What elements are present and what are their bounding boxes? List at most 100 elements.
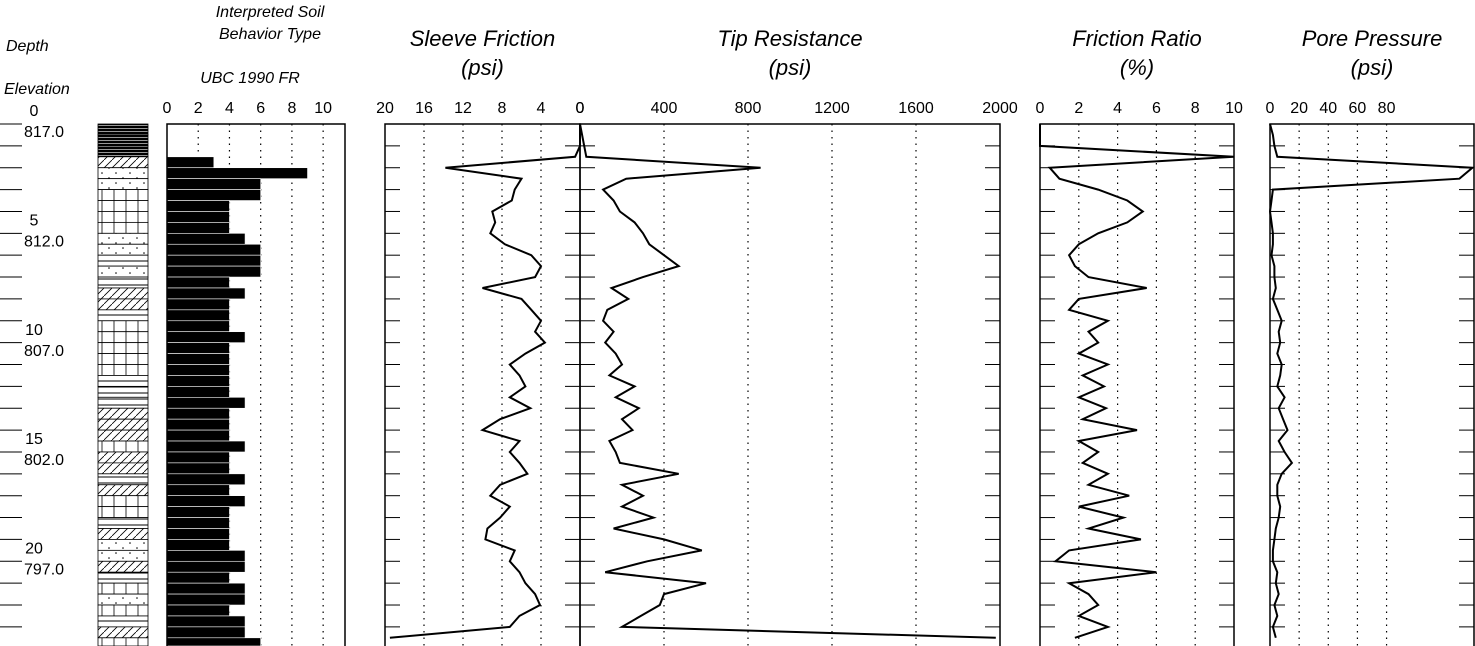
elevation-label: 797.0: [24, 562, 64, 579]
depth-tick-label: 15: [25, 431, 43, 448]
panel-title: Sleeve Friction: [410, 26, 556, 51]
sbt-bar: [166, 222, 230, 234]
soil-layer: [97, 167, 149, 180]
sbt-bar: [166, 506, 230, 518]
panel-frame: [579, 123, 1001, 646]
panel-frame: [1039, 123, 1235, 646]
depth-tick-label: 20: [25, 541, 43, 558]
soil-layer: [97, 385, 149, 398]
soil-layer: [97, 178, 149, 190]
x-tick-label: 4: [1113, 100, 1122, 117]
sbt-bar: [166, 243, 261, 256]
sbt-bar: [166, 440, 246, 453]
sbt-bar: [166, 386, 230, 398]
sbt-bar: [166, 528, 230, 540]
sbt-bar: [166, 407, 230, 420]
x-tick-label: 2: [1074, 100, 1083, 117]
soil-layer: [97, 560, 149, 573]
soil-layer: [97, 593, 149, 606]
sbt-bar: [166, 593, 246, 606]
elevation-label: 802.0: [24, 452, 64, 469]
soil-layer: [97, 495, 149, 508]
soil-layer: [97, 484, 149, 497]
sbt-bar: [166, 451, 230, 464]
sbt-bar: [166, 539, 230, 551]
x-tick-label: 8: [498, 100, 507, 117]
sbt-bar: [166, 353, 230, 365]
soil-layer: [97, 265, 149, 278]
x-tick-label: 20: [1290, 100, 1308, 117]
sbt-bar: [166, 254, 261, 267]
x-tick-label: 10: [314, 100, 332, 117]
soil-layer: [97, 637, 149, 646]
soil-layer: [97, 626, 149, 639]
soil-layer: [97, 539, 149, 551]
sbt-bar: [166, 342, 230, 354]
x-tick-label: 0: [576, 100, 585, 117]
sbt-bar: [166, 265, 261, 278]
soil-layer: [97, 451, 149, 464]
soil-layer: [97, 549, 149, 562]
sbt-bar: [166, 582, 246, 595]
x-tick-label: 2: [194, 100, 203, 117]
soil-layer: [97, 276, 149, 289]
sbt-bar: [166, 604, 230, 617]
soil-layer: [97, 232, 149, 245]
sbt-bar: [166, 331, 246, 343]
panel-title: Tip Resistance: [717, 26, 862, 51]
x-tick-label: 4: [537, 100, 546, 117]
x-tick-label: 0: [1266, 100, 1275, 117]
sbt-bar: [166, 364, 230, 376]
sbt-bar: [166, 462, 230, 475]
soil-layer: [97, 331, 149, 344]
trace: [579, 123, 996, 639]
soil-layer: [97, 615, 149, 628]
soil-layer: [97, 582, 149, 595]
sbt-bar: [166, 418, 230, 431]
sbt-bar: [166, 189, 261, 201]
sbt-bar: [166, 495, 246, 507]
soil-layer: [97, 309, 149, 322]
soil-layer: [97, 571, 149, 584]
trace: [389, 124, 581, 639]
x-tick-label: 6: [1152, 100, 1161, 117]
panel-unit: (psi): [461, 55, 504, 80]
sbt-bar: [166, 517, 230, 529]
sbt-bar: [166, 560, 246, 573]
x-tick-label: 40: [1319, 100, 1337, 117]
depth-tick-label: 5: [30, 213, 39, 230]
sbt-bar: [166, 178, 261, 190]
sbt-bar: [166, 550, 246, 562]
soil-layer: [97, 604, 149, 617]
x-tick-label: 800: [735, 100, 762, 117]
depth-tick-label: 10: [25, 322, 43, 339]
soil-layer: [97, 298, 149, 311]
panel-title: Friction Ratio: [1072, 26, 1202, 51]
soil-layer: [97, 418, 149, 431]
soil-layer: [97, 528, 149, 540]
sbt-bar: [166, 429, 230, 442]
sbt-bar: [166, 320, 230, 333]
panel-title: Interpreted Soil: [216, 4, 325, 21]
soil-layer: [97, 342, 149, 354]
x-tick-label: 2000: [982, 100, 1018, 117]
x-tick-label: 8: [1191, 100, 1200, 117]
x-tick-label: 6: [256, 100, 265, 117]
depth-tick-label: 0: [30, 103, 39, 120]
soil-layer: [97, 145, 149, 158]
x-tick-label: 80: [1378, 100, 1396, 117]
sbt-bar: [166, 287, 246, 300]
x-tick-label: 20: [376, 100, 394, 117]
sbt-bar: [166, 375, 230, 387]
panel-frame: [1269, 123, 1475, 646]
panel-subtitle: UBC 1990 FR: [200, 70, 300, 87]
x-tick-label: 0: [163, 100, 172, 117]
soil-layer: [97, 375, 149, 387]
soil-layer: [97, 189, 149, 201]
x-tick-label: 400: [651, 100, 678, 117]
sbt-bar: [166, 615, 246, 628]
soil-layer: [97, 353, 149, 365]
x-tick-label: 16: [415, 100, 433, 117]
depth-title: Depth: [6, 38, 49, 55]
